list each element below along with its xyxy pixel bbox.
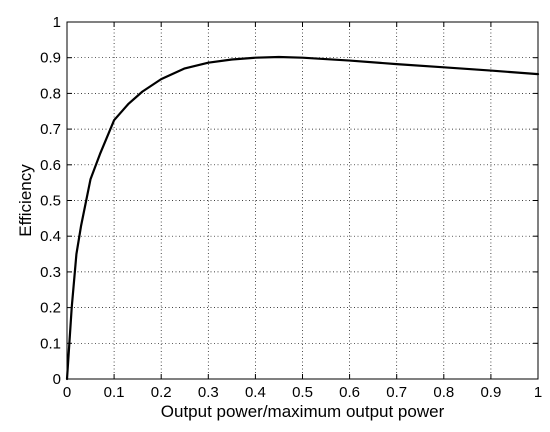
y-tick-label: 0.7 [40,121,61,138]
x-tick-label: 0.2 [151,384,172,401]
x-tick-label: 0.9 [480,384,501,401]
y-axis-label: Efficiency [16,164,35,237]
y-tick-label: 1 [53,14,61,31]
x-tick-label: 0 [63,384,71,401]
axis-ticks: 0 0.1 0.2 0.3 0.4 0.5 0.6 0.7 0.8 0.9 1 0 0.1 0.2 0.3 0… [40,14,542,401]
y-tick-label: 0.1 [40,335,61,352]
y-tick-label: 0.6 [40,157,61,174]
y-tick-label: 0.5 [40,193,61,210]
y-tick-label: 0.9 [40,50,61,67]
x-tick-label: 1 [534,384,542,401]
x-tick-label: 0.7 [386,384,407,401]
y-tick-label: 0.2 [40,300,61,317]
series-layer [65,55,540,381]
efficiency-line [65,55,540,381]
y-tick-label: 0 [53,371,61,388]
x-tick-label: 0.6 [339,384,360,401]
x-tick-label: 0.1 [104,384,125,401]
y-tick-label: 0.8 [40,85,61,102]
x-tick-label: 0.4 [245,384,266,401]
y-tick-label: 0.3 [40,264,61,281]
x-axis-label: Output power/maximum output power [161,402,445,421]
x-tick-label: 0.3 [198,384,219,401]
y-tick-label: 0.4 [40,228,61,245]
x-tick-label: 0.8 [433,384,454,401]
x-tick-label: 0.5 [292,384,313,401]
